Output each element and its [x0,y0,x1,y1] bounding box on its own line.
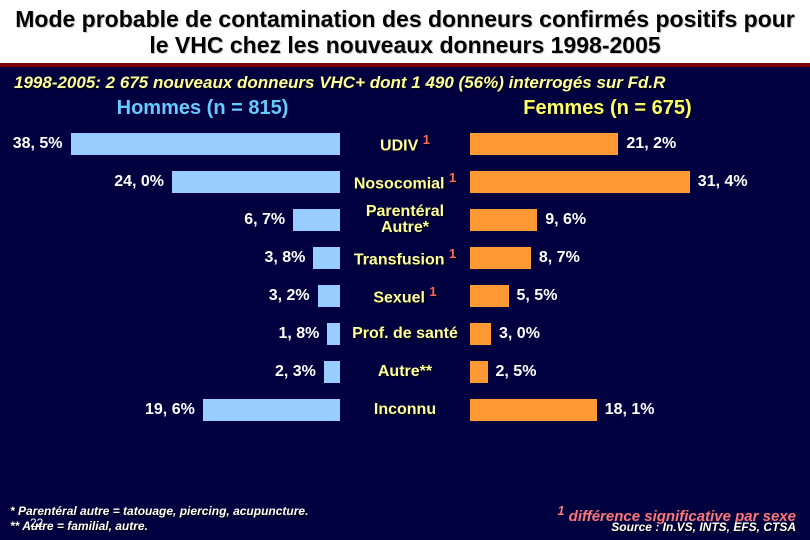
footnotes: * Parentéral autre = tatouage, piercing,… [10,504,800,534]
subtitle: 1998-2005: 2 675 nouveaux donneurs VHC+ … [0,67,810,95]
value-label-left: 6, 7% [244,211,285,229]
category-label: Parentéral Autre* [340,204,470,236]
bar-right [470,133,618,155]
chart-row: 6, 7% Parentéral Autre* 9, 6% [0,202,810,238]
bar-right [470,171,690,193]
bar-right [470,209,537,231]
chart-row: 1, 8% Prof. de santé 3, 0% [0,316,810,352]
bar-left [172,171,340,193]
value-label-left: 1, 8% [278,325,319,343]
bar-right [470,399,597,421]
category-label: Nosocomial 1 [340,171,470,192]
value-label-right: 5, 5% [517,287,558,305]
value-label-right: 21, 2% [626,135,676,153]
group-labels: Hommes (n = 815) Femmes (n = 675) [0,95,810,124]
bar-left [327,323,340,345]
bar-right [470,285,509,307]
group-label-women: Femmes (n = 675) [405,97,810,120]
diverging-bar-chart: 38, 5% UDIV 1 21, 2% 24, 0% Nosocomial 1 31, … [0,126,810,436]
bar-left [293,209,340,231]
value-label-left: 24, 0% [114,173,164,191]
chart-row: 19, 6% Inconnu 18, 1% [0,392,810,428]
value-label-right: 3, 0% [499,325,540,343]
page-number: 22 [30,516,43,530]
value-label-right: 18, 1% [605,401,655,419]
value-label-left: 38, 5% [13,135,63,153]
value-label-right: 31, 4% [698,173,748,191]
bar-left [71,133,341,155]
value-label-right: 9, 6% [545,211,586,229]
value-label-left: 19, 6% [145,401,195,419]
value-label-left: 2, 3% [275,363,316,381]
chart-row: 3, 8% Transfusion 1 8, 7% [0,240,810,276]
bar-left [318,285,340,307]
value-label-left: 3, 8% [264,249,305,267]
chart-row: 2, 3% Autre** 2, 5% [0,354,810,390]
chart-row: 38, 5% UDIV 1 21, 2% [0,126,810,162]
page-title: Mode probable de contamination des donne… [10,6,800,59]
value-label-right: 8, 7% [539,249,580,267]
group-label-men: Hommes (n = 815) [0,97,405,120]
category-label: Transfusion 1 [340,247,470,268]
category-label: Autre** [340,364,470,380]
value-label-right: 2, 5% [496,363,537,381]
footnote-source: Source : In.VS, INTS, EFS, CTSA [611,520,796,534]
bar-left [324,361,340,383]
value-label-left: 3, 2% [269,287,310,305]
category-label: Inconnu [340,402,470,418]
category-label: Prof. de santé [340,326,470,342]
bar-left [313,247,340,269]
header: Mode probable de contamination des donne… [0,0,810,63]
chart-row: 3, 2% Sexuel 1 5, 5% [0,278,810,314]
category-label: Sexuel 1 [340,285,470,306]
category-label: UDIV 1 [340,133,470,154]
bar-right [470,323,491,345]
bar-left [203,399,340,421]
chart-row: 24, 0% Nosocomial 1 31, 4% [0,164,810,200]
bar-right [470,361,488,383]
bar-right [470,247,531,269]
